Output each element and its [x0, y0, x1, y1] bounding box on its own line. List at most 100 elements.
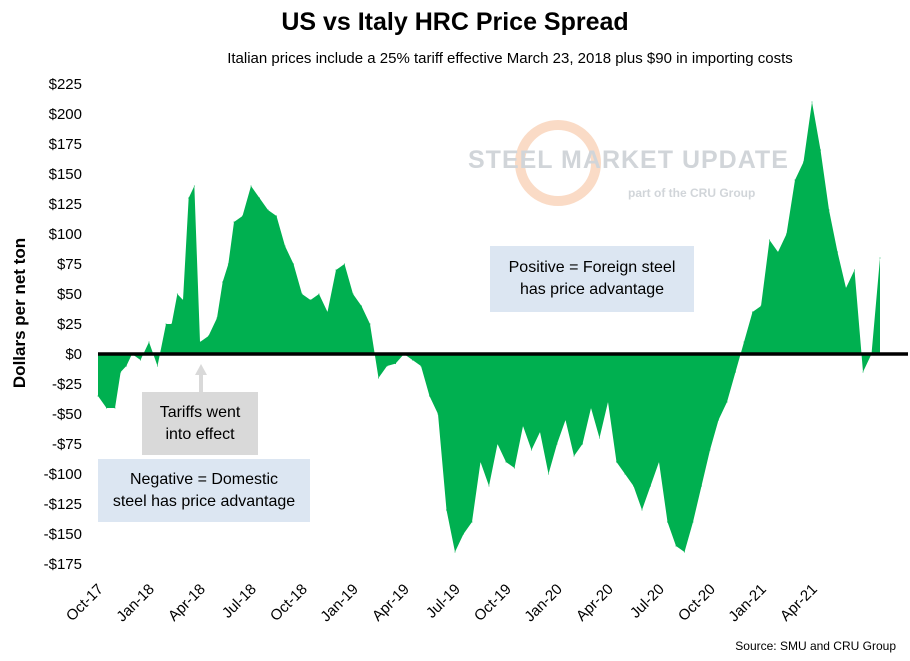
data-point — [471, 521, 473, 523]
data-point — [514, 467, 515, 469]
data-point — [233, 221, 235, 223]
tariff-annotation: Tariffs went into effect — [142, 392, 258, 455]
tariff-arrow — [195, 364, 207, 392]
y-tick-label: $125 — [49, 196, 82, 213]
data-point — [208, 335, 209, 337]
x-tick-label: Jan-18 — [113, 581, 157, 625]
y-tick-label: -$125 — [44, 496, 82, 513]
data-point — [879, 257, 881, 259]
data-point — [786, 233, 787, 235]
data-point — [633, 485, 634, 487]
x-tick-label: Oct-18 — [267, 581, 311, 625]
y-tick-label: -$150 — [44, 526, 82, 543]
data-point — [199, 341, 201, 343]
x-tick-label: Oct-17 — [63, 581, 107, 625]
data-point — [667, 521, 668, 523]
data-point — [176, 293, 178, 295]
data-point — [599, 437, 600, 439]
data-point — [675, 545, 677, 547]
positive-annotation: Positive = Foreign steel has price advan… — [490, 246, 694, 312]
y-tick-label: $200 — [49, 106, 82, 123]
data-point — [684, 551, 685, 553]
x-axis-ticks: Oct-17 Jan-18 Apr-18 Jul-18 Oct-18 Jan-19 Apr-… — [63, 581, 821, 625]
data-point — [429, 395, 430, 397]
x-tick-label: Jan-20 — [521, 581, 565, 625]
data-point — [769, 239, 770, 241]
x-tick-label: Apr-21 — [777, 581, 821, 625]
negative-annotation-line2: steel has price advantage — [112, 492, 296, 510]
data-point — [157, 365, 158, 367]
y-tick-label: $50 — [57, 286, 82, 303]
chart-subtitle: Italian prices include a 25% tariff effe… — [227, 50, 793, 67]
data-point — [556, 443, 558, 445]
positive-annotation-line2: has price advantage — [519, 281, 665, 298]
data-point — [301, 293, 303, 295]
data-point — [565, 419, 566, 421]
data-point — [752, 311, 753, 313]
data-point — [310, 299, 311, 301]
spread-area — [98, 102, 880, 552]
y-tick-label: $150 — [49, 166, 82, 183]
data-point — [222, 281, 224, 283]
data-point — [760, 305, 762, 307]
data-point — [641, 509, 643, 511]
data-point — [726, 401, 728, 403]
data-point — [658, 461, 660, 463]
data-point — [692, 521, 694, 523]
data-point — [488, 485, 490, 487]
data-point — [318, 293, 320, 295]
data-point — [148, 341, 150, 343]
data-point — [709, 449, 711, 451]
y-tick-label: $75 — [57, 256, 82, 273]
data-point — [227, 263, 229, 265]
data-point — [242, 215, 243, 217]
data-point — [862, 371, 864, 373]
data-point — [106, 407, 107, 409]
data-point — [522, 425, 524, 427]
data-point — [845, 287, 847, 289]
y-tick-label: $225 — [49, 76, 82, 93]
data-point — [531, 449, 532, 451]
x-tick-label: Oct-20 — [675, 581, 719, 625]
data-point — [182, 299, 184, 301]
data-point — [267, 209, 269, 211]
data-point — [590, 407, 592, 409]
data-point — [582, 443, 583, 445]
data-point — [193, 185, 195, 187]
data-point — [395, 363, 396, 365]
data-point — [284, 245, 286, 247]
data-point — [171, 323, 173, 325]
data-point — [480, 461, 481, 463]
data-point — [548, 473, 549, 475]
data-point — [701, 485, 702, 487]
y-tick-label: $25 — [57, 316, 82, 333]
data-point — [125, 365, 127, 367]
y-tick-label: -$75 — [52, 436, 82, 453]
data-point — [140, 359, 141, 361]
data-point — [718, 419, 719, 421]
arrow-head-icon — [195, 364, 207, 375]
data-point — [497, 443, 498, 445]
data-point — [794, 179, 796, 181]
x-tick-label: Apr-18 — [165, 581, 209, 625]
data-point — [573, 455, 575, 457]
data-point — [165, 323, 167, 325]
data-point — [735, 371, 736, 373]
y-tick-label: $100 — [49, 226, 82, 243]
x-tick-label: Jul-19 — [423, 581, 464, 622]
data-point — [327, 311, 328, 313]
x-tick-label: Oct-19 — [471, 581, 515, 625]
data-point — [369, 323, 371, 325]
data-point — [250, 185, 252, 187]
data-point — [854, 269, 855, 271]
source-note: Source: SMU and CRU Group — [735, 639, 896, 653]
x-tick-label: Apr-20 — [573, 581, 617, 625]
data-point — [412, 359, 413, 361]
data-point — [276, 215, 277, 217]
data-point — [650, 485, 651, 487]
data-point — [624, 473, 626, 475]
data-point — [420, 365, 422, 367]
data-point — [437, 413, 439, 415]
data-point — [828, 209, 830, 211]
